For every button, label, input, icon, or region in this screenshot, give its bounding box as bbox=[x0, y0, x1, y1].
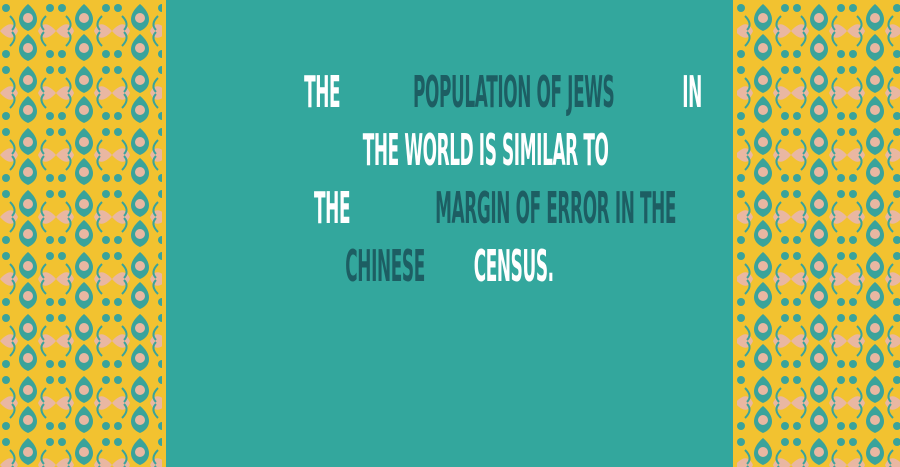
fact-line-4-part-2: CENSUS. bbox=[473, 241, 554, 292]
ornamental-pattern-icon bbox=[733, 0, 900, 467]
fact-line-1-part-3: IN bbox=[681, 67, 702, 118]
fact-text: THE POPULATION OF JEWS IN THE WORLD IS S… bbox=[166, 64, 733, 296]
fact-line-1-part-1: THE bbox=[304, 67, 341, 118]
left-pattern-border bbox=[0, 0, 166, 467]
fact-line-1-part-2: POPULATION OF JEWS bbox=[412, 67, 615, 118]
fact-line-3: THE MARGIN OF ERROR IN THE bbox=[166, 180, 733, 238]
fact-line-1: THE POPULATION OF JEWS IN bbox=[166, 64, 733, 122]
fact-panel: THE POPULATION OF JEWS IN THE WORLD IS S… bbox=[166, 0, 733, 467]
fact-line-3-part-1: THE bbox=[314, 183, 351, 234]
fact-line-4-part-1: CHINESE bbox=[345, 241, 425, 292]
right-pattern-border bbox=[733, 0, 900, 467]
fact-line-2-part-1: THE WORLD IS SIMILAR TO bbox=[362, 125, 609, 176]
fact-line-4: CHINESE CENSUS. bbox=[166, 238, 733, 296]
fact-line-3-part-2: MARGIN OF ERROR IN THE bbox=[435, 183, 677, 234]
fact-line-2: THE WORLD IS SIMILAR TO bbox=[166, 122, 733, 180]
ornamental-pattern-icon bbox=[0, 0, 166, 467]
